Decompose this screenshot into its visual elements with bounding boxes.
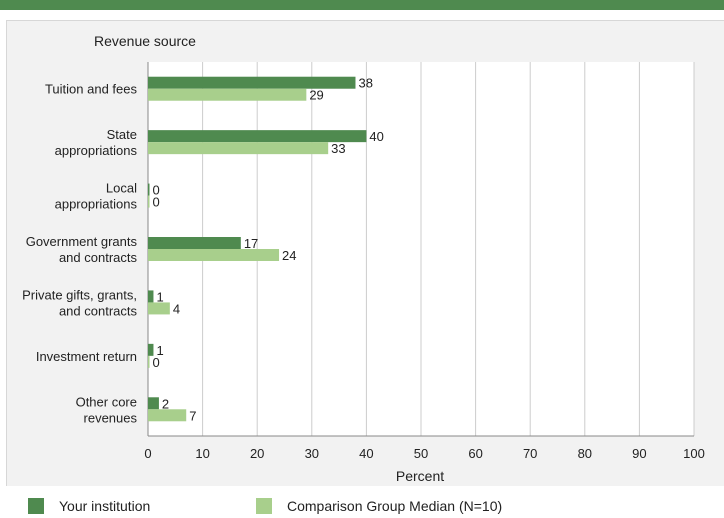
category-label: Other core — [76, 394, 137, 409]
bar-your-institution — [148, 290, 154, 303]
data-label: 7 — [189, 408, 196, 423]
bar-your-institution — [148, 130, 367, 143]
data-label: 1 — [156, 343, 163, 358]
x-tick-label: 80 — [578, 446, 592, 461]
category-label: Tuition and fees — [45, 82, 138, 97]
data-label: 33 — [331, 141, 345, 156]
bar-your-institution — [148, 343, 154, 356]
category-label: Government grants — [26, 234, 138, 249]
data-label: 0 — [153, 355, 160, 370]
x-tick-label: 90 — [632, 446, 646, 461]
category-label: State — [107, 127, 137, 142]
category-label: appropriations — [55, 197, 138, 212]
data-label: 0 — [153, 195, 160, 210]
top-accent-bar — [0, 0, 724, 10]
data-label: 40 — [369, 129, 383, 144]
x-tick-label: 40 — [359, 446, 373, 461]
bar-your-institution — [148, 237, 241, 249]
data-label: 1 — [156, 289, 163, 304]
category-label: revenues — [84, 410, 138, 425]
bar-your-institution — [148, 397, 159, 410]
legend-label-your-institution: Your institution — [59, 498, 151, 514]
legend-swatch-comparison-median — [256, 498, 272, 514]
y-axis-title: Revenue source — [94, 33, 196, 49]
data-label: 24 — [282, 248, 296, 263]
data-label: 29 — [309, 88, 323, 103]
x-tick-label: 60 — [468, 446, 482, 461]
category-label: Private gifts, grants, — [22, 287, 137, 302]
legend-label-comparison-median: Comparison Group Median (N=10) — [287, 498, 503, 514]
category-label: and contracts — [59, 303, 138, 318]
x-tick-label: 50 — [414, 446, 428, 461]
bar-your-institution — [148, 183, 150, 196]
bar-comparison-median — [148, 355, 150, 368]
x-tick-label: 0 — [144, 446, 151, 461]
data-label: 2 — [162, 396, 169, 411]
x-tick-label: 100 — [683, 446, 705, 461]
bar-comparison-median — [148, 249, 280, 261]
x-axis-title: Percent — [396, 468, 444, 484]
x-tick-label: 10 — [195, 446, 209, 461]
bar-comparison-median — [148, 88, 307, 101]
category-label: Local — [106, 181, 137, 196]
data-label: 17 — [244, 236, 258, 251]
data-label: 0 — [153, 183, 160, 198]
bar-your-institution — [148, 76, 356, 89]
category-label: Investment return — [36, 349, 137, 364]
x-tick-label: 70 — [523, 446, 537, 461]
data-label: 4 — [173, 301, 180, 316]
bar-comparison-median — [148, 302, 170, 315]
x-tick-label: 20 — [250, 446, 264, 461]
bar-comparison-median — [148, 195, 150, 208]
x-tick-label: 30 — [305, 446, 319, 461]
bar-comparison-median — [148, 142, 329, 155]
bar-comparison-median — [148, 409, 187, 422]
category-label: appropriations — [55, 143, 138, 158]
category-label: and contracts — [59, 250, 138, 265]
legend-swatch-your-institution — [28, 498, 44, 514]
data-label: 38 — [358, 76, 372, 91]
